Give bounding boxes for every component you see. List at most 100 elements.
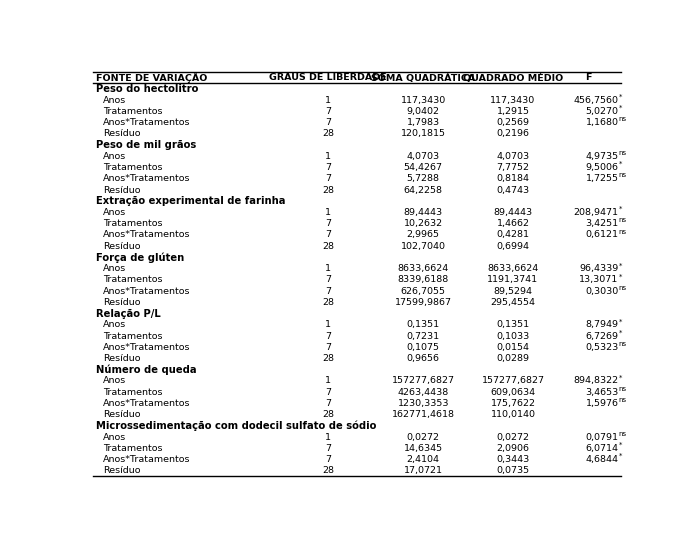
Text: 295,4554: 295,4554 <box>491 298 535 307</box>
Text: Anos: Anos <box>103 152 126 161</box>
Text: 1191,3741: 1191,3741 <box>487 275 539 285</box>
Text: ns: ns <box>619 397 627 403</box>
Text: 456,7560: 456,7560 <box>573 96 619 105</box>
Text: 1: 1 <box>325 96 332 105</box>
Text: ns: ns <box>619 229 627 234</box>
Text: Anos*Tratamentos: Anos*Tratamentos <box>103 231 190 239</box>
Text: Relação P/L: Relação P/L <box>96 308 161 319</box>
Text: 7: 7 <box>325 388 332 397</box>
Text: 0,1033: 0,1033 <box>496 331 530 341</box>
Text: 1: 1 <box>325 264 332 273</box>
Text: Peso do hectolitro: Peso do hectolitro <box>96 84 198 94</box>
Text: 0,1351: 0,1351 <box>407 320 440 329</box>
Text: 7: 7 <box>325 231 332 239</box>
Text: 120,1815: 120,1815 <box>401 129 445 139</box>
Text: Resíduo: Resíduo <box>103 298 140 307</box>
Text: ns: ns <box>619 341 627 347</box>
Text: Anos*Tratamentos: Anos*Tratamentos <box>103 343 190 352</box>
Text: 0,1351: 0,1351 <box>496 320 530 329</box>
Text: 28: 28 <box>322 241 334 251</box>
Text: 110,0140: 110,0140 <box>491 410 535 419</box>
Text: Resíduo: Resíduo <box>103 185 140 195</box>
Text: 0,3443: 0,3443 <box>496 455 530 464</box>
Text: ns: ns <box>619 431 627 437</box>
Text: ns: ns <box>619 116 627 122</box>
Text: 162771,4618: 162771,4618 <box>392 410 455 419</box>
Text: FONTE DE VARIAÇÃO: FONTE DE VARIAÇÃO <box>96 72 207 83</box>
Text: ns: ns <box>619 386 627 392</box>
Text: 5,0270: 5,0270 <box>585 107 619 116</box>
Text: Tratamentos: Tratamentos <box>103 388 163 397</box>
Text: 894,8322: 894,8322 <box>573 376 619 385</box>
Text: 0,0272: 0,0272 <box>407 433 440 441</box>
Text: Anos: Anos <box>103 376 126 385</box>
Text: 1,4662: 1,4662 <box>496 219 530 228</box>
Text: 1: 1 <box>325 320 332 329</box>
Text: 10,2632: 10,2632 <box>404 219 443 228</box>
Text: 8339,6188: 8339,6188 <box>398 275 449 285</box>
Text: Resíduo: Resíduo <box>103 354 140 363</box>
Text: 0,0289: 0,0289 <box>496 354 530 363</box>
Text: 4,9735: 4,9735 <box>585 152 619 161</box>
Text: 609,0634: 609,0634 <box>491 388 536 397</box>
Text: 6,0714: 6,0714 <box>585 444 619 453</box>
Text: Força de glúten: Força de glúten <box>96 252 184 262</box>
Text: Resíduo: Resíduo <box>103 241 140 251</box>
Text: *: * <box>619 442 622 448</box>
Text: *: * <box>619 94 622 100</box>
Text: Peso de mil grãos: Peso de mil grãos <box>96 140 196 150</box>
Text: 5,7288: 5,7288 <box>407 174 440 183</box>
Text: 9,5006: 9,5006 <box>585 163 619 172</box>
Text: 7: 7 <box>325 163 332 172</box>
Text: 8633,6624: 8633,6624 <box>398 264 449 273</box>
Text: Tratamentos: Tratamentos <box>103 275 163 285</box>
Text: Anos: Anos <box>103 264 126 273</box>
Text: 157277,6827: 157277,6827 <box>482 376 544 385</box>
Text: Extração experimental de farinha: Extração experimental de farinha <box>96 196 286 206</box>
Text: Anos*Tratamentos: Anos*Tratamentos <box>103 399 190 408</box>
Text: 0,9656: 0,9656 <box>407 354 440 363</box>
Text: 4,0703: 4,0703 <box>407 152 440 161</box>
Text: 0,7231: 0,7231 <box>407 331 440 341</box>
Text: 89,4443: 89,4443 <box>404 208 443 217</box>
Text: 54,4267: 54,4267 <box>404 163 443 172</box>
Text: Anos*Tratamentos: Anos*Tratamentos <box>103 174 190 183</box>
Text: 626,7055: 626,7055 <box>401 287 445 295</box>
Text: 7: 7 <box>325 174 332 183</box>
Text: 7: 7 <box>325 399 332 408</box>
Text: 0,6121: 0,6121 <box>585 231 619 239</box>
Text: 7: 7 <box>325 343 332 352</box>
Text: 1: 1 <box>325 152 332 161</box>
Text: *: * <box>619 161 622 167</box>
Text: 1,5976: 1,5976 <box>585 399 619 408</box>
Text: 7: 7 <box>325 287 332 295</box>
Text: 14,6345: 14,6345 <box>404 444 443 453</box>
Text: Anos: Anos <box>103 433 126 441</box>
Text: 0,4281: 0,4281 <box>496 231 530 239</box>
Text: Tratamentos: Tratamentos <box>103 331 163 341</box>
Text: 0,5323: 0,5323 <box>585 343 619 352</box>
Text: Tratamentos: Tratamentos <box>103 107 163 116</box>
Text: 1: 1 <box>325 208 332 217</box>
Text: 2,9965: 2,9965 <box>407 231 440 239</box>
Text: 0,8184: 0,8184 <box>496 174 530 183</box>
Text: 6,7269: 6,7269 <box>585 331 619 341</box>
Text: 8,7949: 8,7949 <box>585 320 619 329</box>
Text: Tratamentos: Tratamentos <box>103 163 163 172</box>
Text: 208,9471: 208,9471 <box>573 208 619 217</box>
Text: 28: 28 <box>322 410 334 419</box>
Text: 4,6844: 4,6844 <box>585 455 619 464</box>
Text: 13,3071: 13,3071 <box>579 275 619 285</box>
Text: 7: 7 <box>325 118 332 127</box>
Text: 28: 28 <box>322 185 334 195</box>
Text: 2,4104: 2,4104 <box>407 455 440 464</box>
Text: 1: 1 <box>325 376 332 385</box>
Text: *: * <box>619 206 622 212</box>
Text: 1,1680: 1,1680 <box>585 118 619 127</box>
Text: 28: 28 <box>322 298 334 307</box>
Text: Anos: Anos <box>103 208 126 217</box>
Text: 7: 7 <box>325 455 332 464</box>
Text: 64,2258: 64,2258 <box>404 185 443 195</box>
Text: *: * <box>619 273 622 280</box>
Text: 0,0735: 0,0735 <box>496 466 530 475</box>
